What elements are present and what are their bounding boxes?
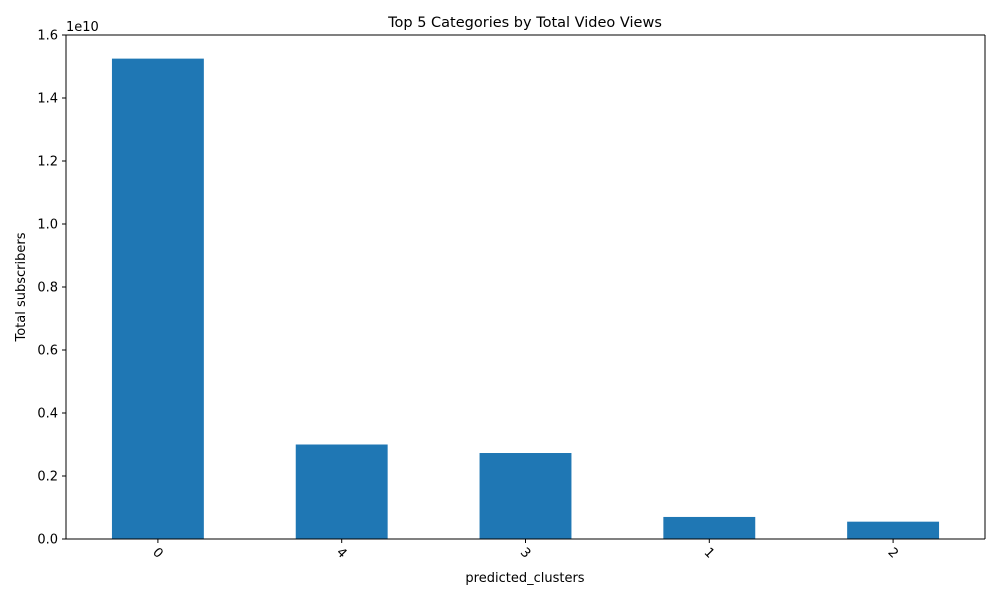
- y-tick-label: 0.8: [37, 281, 58, 296]
- bar-0: [111, 58, 204, 539]
- x-tick-label-4: 4: [333, 545, 349, 561]
- y-axis-label: Total subscribers: [14, 232, 29, 342]
- y-offset-label: 1e10: [66, 20, 99, 35]
- x-tick-label-0: 0: [149, 545, 165, 561]
- bar-1: [663, 516, 756, 539]
- y-tick-label: 1.0: [37, 218, 58, 233]
- y-tick-label: 0.2: [37, 470, 58, 485]
- bar-2: [847, 521, 940, 539]
- x-tick-label-3: 3: [517, 545, 533, 561]
- y-tick-label: 1.6: [37, 29, 58, 44]
- x-tick-label-1: 1: [701, 545, 717, 561]
- y-tick-label: 1.2: [37, 155, 58, 170]
- y-tick-label: 0.4: [37, 407, 58, 422]
- bar-3: [479, 453, 572, 539]
- y-axis-ticks: 0.0 0.2 0.4 0.6 0.8 1.0 1.2 1.4 1.6: [37, 29, 66, 548]
- y-tick-label: 0.0: [37, 533, 58, 548]
- x-axis-label: predicted_clusters: [465, 571, 584, 586]
- chart-title: Top 5 Categories by Total Video Views: [387, 15, 662, 31]
- x-axis-ticks: 0 4 3 1 2: [149, 539, 901, 562]
- y-tick-label: 1.4: [37, 92, 58, 107]
- bar-4: [295, 444, 388, 539]
- bars-group: [111, 58, 940, 539]
- x-tick-label-2: 2: [885, 545, 901, 561]
- y-tick-label: 0.6: [37, 344, 58, 359]
